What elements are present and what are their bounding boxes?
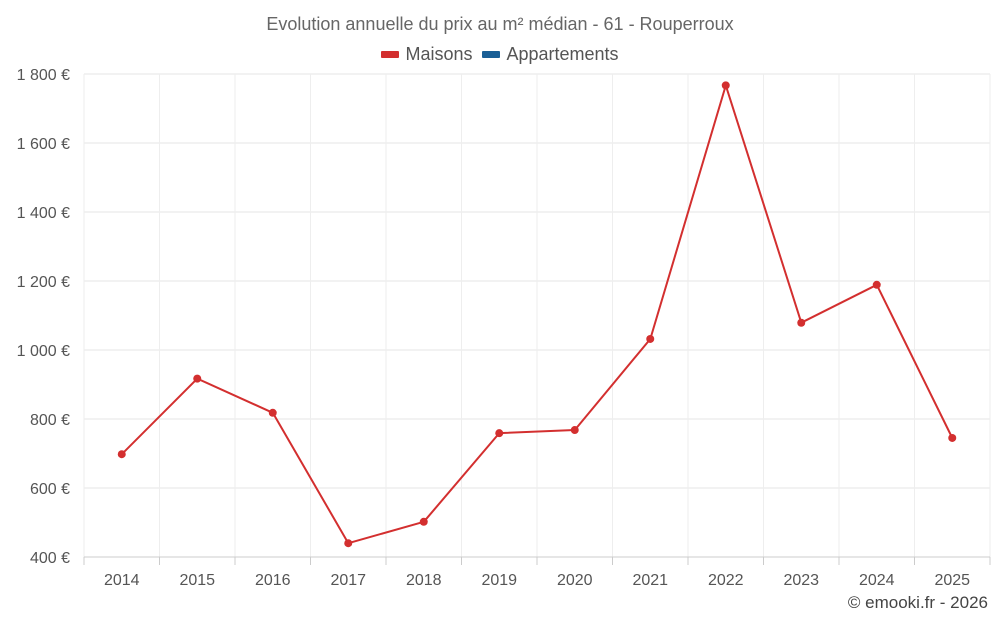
- y-tick-label: 1 800 €: [17, 67, 70, 84]
- chart-title: Evolution annuelle du prix au m² médian …: [266, 14, 734, 34]
- legend-label-maisons: Maisons: [405, 44, 473, 64]
- legend-swatch-appartements: [482, 51, 501, 58]
- y-tick-label: 1 400 €: [17, 205, 70, 222]
- x-tick-label: 2014: [104, 572, 140, 589]
- y-tick-label: 1 000 €: [17, 343, 70, 360]
- y-tick-label: 1 200 €: [17, 274, 70, 291]
- data-point: [721, 81, 730, 90]
- data-point: [268, 408, 277, 417]
- series-line-maisons: [121, 84, 954, 545]
- x-tick-label: 2023: [783, 572, 819, 589]
- data-point: [872, 280, 881, 289]
- x-tick-label: 2015: [179, 572, 215, 589]
- data-point: [117, 450, 126, 459]
- chart-legend: Maisons Appartements: [0, 44, 1000, 65]
- data-point: [419, 517, 428, 526]
- data-point: [646, 334, 655, 343]
- data-point: [797, 318, 806, 327]
- x-tick-label: 2024: [859, 572, 895, 589]
- credit-text: © emooki.fr - 2026: [847, 593, 988, 612]
- legend-item-maisons[interactable]: Maisons: [381, 44, 472, 65]
- data-point: [948, 433, 957, 442]
- data-point: [570, 426, 579, 435]
- y-tick-label: 400 €: [30, 550, 70, 567]
- legend-swatch-maisons: [381, 51, 400, 58]
- y-tick-label: 1 600 €: [17, 136, 70, 153]
- x-tick-label: 2018: [406, 572, 442, 589]
- x-tick-label: 2020: [557, 572, 593, 589]
- x-tick-label: 2022: [708, 572, 744, 589]
- legend-label-appartements: Appartements: [506, 44, 619, 64]
- x-tick-label: 2021: [632, 572, 668, 589]
- data-point: [344, 539, 353, 548]
- x-tick-label: 2025: [934, 572, 970, 589]
- x-tick-label: 2017: [330, 572, 366, 589]
- data-point: [495, 429, 504, 438]
- legend-item-appartements[interactable]: Appartements: [482, 44, 619, 65]
- y-tick-label: 600 €: [30, 481, 70, 498]
- y-tick-label: 800 €: [30, 412, 70, 429]
- x-tick-label: 2019: [481, 572, 517, 589]
- x-tick-label: 2016: [255, 572, 291, 589]
- data-point: [193, 374, 202, 383]
